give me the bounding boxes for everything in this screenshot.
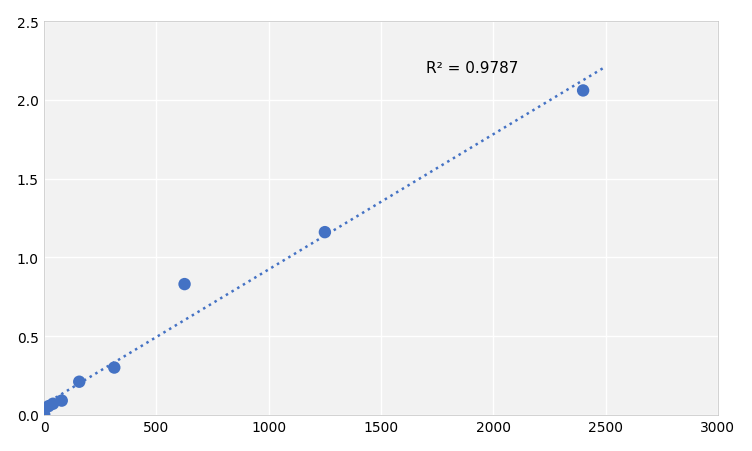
Point: [319, 229, 331, 236]
Point: [108, 364, 120, 371]
Point: [47, 400, 59, 407]
Point: [178, 281, 190, 288]
Point: [577, 87, 589, 95]
Point: [73, 378, 85, 386]
Point: [43, 403, 55, 410]
Text: R² = 0.9787: R² = 0.9787: [426, 60, 518, 75]
Point: [56, 397, 68, 405]
Point: [38, 411, 50, 419]
